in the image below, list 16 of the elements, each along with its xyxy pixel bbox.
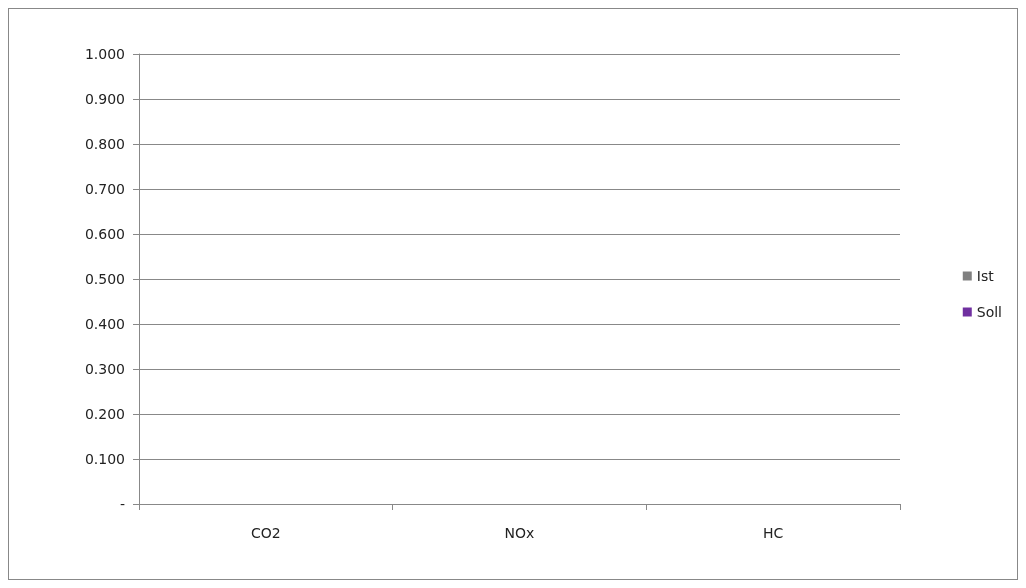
legend-label: Ist (976, 268, 995, 284)
x-tick-label: CO2 (250, 525, 281, 541)
x-tick-label: HC (763, 525, 784, 541)
y-tick-label: 0.400 (84, 316, 125, 332)
y-tick-label: 0.700 (84, 181, 125, 197)
y-tick-label: 0.800 (84, 136, 125, 152)
y-tick-label: - (119, 496, 125, 512)
y-tick-label: 0.100 (84, 451, 125, 467)
y-tick-label: 0.500 (84, 271, 125, 287)
y-tick-label: 0.900 (84, 91, 125, 107)
y-tick-label: 0.600 (84, 226, 125, 242)
y-tick-label: 0.300 (84, 361, 125, 377)
x-tick-label: NOx (504, 525, 535, 541)
legend-label: Soll (976, 304, 1002, 320)
y-tick-label: 0.200 (84, 406, 125, 422)
y-tick-label: 1.000 (84, 46, 125, 62)
